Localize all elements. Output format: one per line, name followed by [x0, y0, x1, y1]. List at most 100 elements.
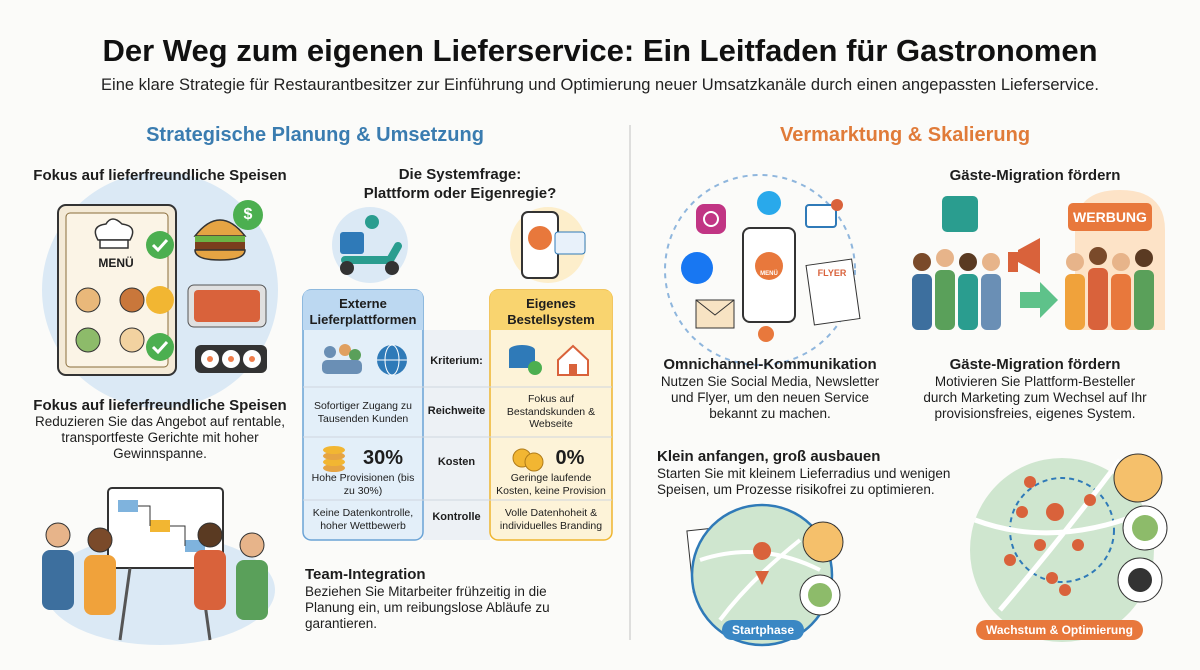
- decor-circle: [757, 191, 781, 215]
- decor-rect: [1088, 268, 1108, 330]
- decor-line: [118, 567, 132, 641]
- decor-rect: [696, 204, 726, 234]
- decor-circle: [349, 349, 361, 361]
- column-title: Eigenes Bestellsystem: [507, 296, 595, 327]
- decor-rect: [194, 290, 260, 322]
- decor-circle: [758, 326, 774, 342]
- decor-circle: [982, 253, 1000, 271]
- decor-circle: [146, 333, 174, 361]
- block-text: Starten Sie mit kleinem Lieferradius und…: [657, 466, 951, 498]
- phone-icon: [510, 207, 586, 283]
- decor-path: [194, 249, 246, 261]
- decor-circle: [324, 346, 336, 358]
- block-text: Nutzen Sie Social Media, Newsletter und …: [660, 374, 880, 422]
- menu-label: MENÜ: [98, 256, 134, 270]
- decor-path: [303, 290, 423, 330]
- phone-label: MENÜ: [531, 262, 549, 268]
- decor-rect: [236, 560, 268, 620]
- decor-circle: [959, 253, 977, 271]
- phase-label: Startphase: [722, 620, 805, 641]
- comparison-table: [302, 289, 613, 541]
- decor-circle: [207, 356, 213, 362]
- block-heading: Fokus auf lieferfreundliche Speisen: [33, 167, 287, 184]
- decor-circle: [1072, 539, 1084, 551]
- decor-circle: [1089, 247, 1107, 265]
- decor-circle: [1016, 506, 1028, 518]
- decor-circle: [197, 522, 223, 548]
- block-heading: Team-Integration: [305, 566, 426, 583]
- decor-circle: [1046, 503, 1064, 521]
- decor-circle: [1113, 453, 1163, 503]
- decor-circle: [1004, 554, 1016, 566]
- phase-label: Wachstum & Optimierung: [976, 620, 1143, 641]
- decor-rect: [195, 236, 245, 242]
- scooter-icon: [332, 207, 408, 283]
- block-heading: Gäste-Migration fördern: [949, 167, 1121, 184]
- decor-circle: [146, 286, 174, 314]
- database-icon: [509, 345, 542, 375]
- platform-cell: Keine Datenkontrolle, hoher Wettbewerb: [312, 507, 414, 532]
- decor-path: [193, 219, 247, 237]
- block-heading: Omnichannel-Kommunikation: [663, 356, 877, 373]
- dollar-sign: $: [243, 206, 253, 223]
- block-heading: Gäste-Migration fördern: [949, 356, 1121, 373]
- decor-rect: [150, 520, 170, 532]
- decor-circle: [808, 583, 832, 607]
- decor-circle: [936, 249, 954, 267]
- decor-circle: [1112, 253, 1130, 271]
- decor-rect: [1068, 203, 1152, 231]
- decor-rect: [805, 258, 861, 326]
- decor-circle: [528, 226, 552, 250]
- decor-path: [490, 290, 612, 330]
- decor-path: [1020, 282, 1058, 318]
- coins-icon: [323, 446, 345, 472]
- decor-circle: [119, 327, 145, 353]
- decor-path: [753, 542, 772, 585]
- decor-rect: [322, 360, 362, 374]
- block-text: Motivieren Sie Plattform-Besteller durch…: [923, 374, 1147, 422]
- decor-path: [557, 344, 589, 376]
- phone-label: MENÜ: [760, 271, 778, 277]
- decor-circle: [365, 215, 379, 229]
- decor-circle: [913, 253, 931, 271]
- decor-rect: [912, 274, 932, 330]
- block-text: Reduzieren Sie das Angebot auf rentable,…: [35, 414, 285, 462]
- decor-circle: [233, 200, 263, 230]
- criterion: Kosten: [437, 456, 476, 468]
- omnichannel-illustration: [664, 174, 861, 366]
- decor-rect: [805, 204, 837, 228]
- decor-circle: [831, 199, 843, 211]
- decor-rect: [554, 231, 586, 255]
- decor-circle: [339, 344, 351, 356]
- decor-circle: [249, 356, 255, 362]
- decor-ellipse: [323, 458, 345, 466]
- decor-rect: [1008, 252, 1018, 272]
- decor-rect: [423, 330, 490, 540]
- decor-path: [151, 340, 169, 355]
- platform-cell: Hohe Provisionen (bis zu 30%): [311, 472, 415, 497]
- decor-rect: [569, 364, 577, 375]
- decor-ellipse: [323, 464, 345, 472]
- block-text: Beziehen Sie Mitarbeiter frühzeitig in d…: [305, 584, 550, 632]
- decor-circle: [802, 521, 844, 563]
- decor-path: [341, 242, 402, 264]
- decor-circle: [755, 252, 783, 280]
- decor-rect: [185, 540, 205, 552]
- decor-rect: [194, 550, 226, 610]
- decor-rect: [340, 232, 364, 254]
- decor-circle: [1059, 584, 1071, 596]
- decor-path: [151, 238, 169, 253]
- decor-circle: [1084, 494, 1096, 506]
- decor-rect: [1134, 270, 1154, 330]
- question-line: Die Systemfrage:: [398, 166, 522, 183]
- decor-circle: [1128, 568, 1152, 592]
- decor-circle: [1034, 539, 1046, 551]
- decor-circle: [385, 261, 399, 275]
- title: Der Weg zum eigenen Lieferservice: Ein L…: [102, 33, 1098, 68]
- decor-circle: [239, 532, 265, 558]
- decor-path: [1018, 238, 1040, 274]
- criterion: Kontrolle: [432, 511, 481, 523]
